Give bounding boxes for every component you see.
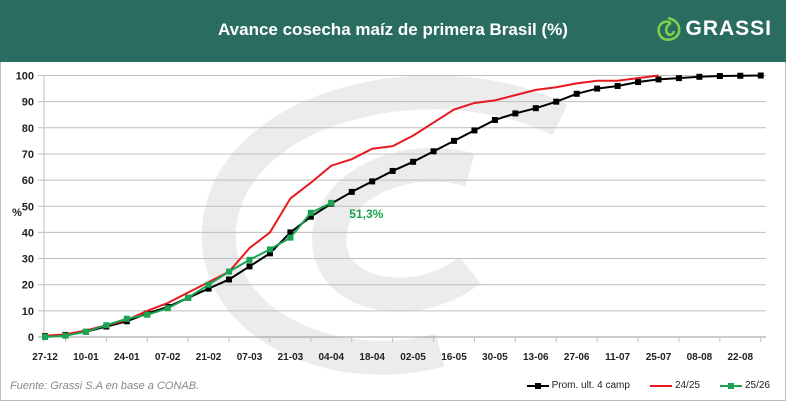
legend-swatch	[526, 382, 549, 389]
data-point	[307, 213, 314, 220]
series-line	[44, 201, 332, 338]
x-tick-label: 30-05	[482, 352, 508, 363]
data-point	[348, 188, 355, 195]
x-tick-label: 24-01	[114, 352, 140, 363]
x-tick-label: 22-08	[728, 352, 754, 363]
x-tick-label: 21-03	[278, 352, 304, 363]
data-point	[594, 85, 601, 92]
data-point	[369, 178, 376, 185]
y-tick-label: 50	[22, 201, 34, 213]
data-point	[62, 332, 69, 339]
data-point	[328, 199, 335, 206]
x-tick-label: 16-05	[441, 352, 467, 363]
data-point	[266, 250, 273, 257]
y-tick-label: 20	[22, 280, 34, 292]
data-point	[614, 82, 621, 89]
data-point	[266, 246, 273, 253]
data-point	[737, 72, 744, 79]
header: Avance cosecha maíz de primera Brasil (%…	[0, 0, 786, 62]
x-tick-label: 27-06	[564, 352, 590, 363]
data-point	[246, 256, 253, 263]
source-note: Fuente: Grassi S.A en base a CONAB.	[10, 380, 200, 392]
data-point	[307, 209, 314, 216]
data-point	[573, 90, 580, 97]
legend-item: Prom. ult. 4 camp	[526, 380, 630, 391]
x-tick-label: 27-12	[32, 352, 58, 363]
data-point	[757, 72, 764, 79]
data-point	[123, 315, 130, 322]
x-tick-label: 08-08	[687, 352, 713, 363]
x-tick-label: 04-04	[319, 352, 345, 363]
data-point	[635, 79, 642, 86]
y-tick-label: 0	[28, 332, 34, 344]
data-point	[164, 305, 171, 312]
data-point	[144, 311, 151, 318]
data-point	[696, 73, 703, 80]
data-point	[185, 294, 192, 301]
data-point	[491, 116, 498, 123]
x-tick-label: 25-07	[646, 352, 672, 363]
legend: Prom. ult. 4 camp 24/25 25/26	[526, 380, 770, 391]
y-tick-label: 80	[22, 123, 34, 135]
legend-label: 24/25	[674, 380, 700, 391]
data-point	[471, 127, 478, 134]
y-tick-label: 30	[22, 254, 34, 266]
data-label: 51,3%	[349, 207, 383, 221]
grassi-logo: GRASSI	[655, 16, 772, 42]
data-point	[389, 167, 396, 174]
data-point	[716, 73, 723, 80]
x-tick-label: 07-03	[237, 352, 263, 363]
data-point	[410, 158, 417, 165]
data-point	[82, 328, 89, 335]
chart-title: Avance cosecha maíz de primera Brasil (%…	[218, 20, 568, 39]
y-tick-label: 70	[22, 149, 34, 161]
watermark	[201, 75, 568, 375]
logo-text: GRASSI	[685, 17, 772, 40]
data-point	[246, 263, 253, 270]
series-line	[44, 74, 659, 337]
legend-item: 24/25	[649, 380, 700, 391]
data-point	[226, 276, 233, 283]
legend-label: 25/26	[744, 380, 770, 391]
data-point	[451, 137, 457, 144]
x-tick-label: 07-02	[155, 352, 181, 363]
data-point	[287, 229, 294, 236]
data-point	[655, 76, 662, 83]
data-point	[675, 75, 682, 82]
data-point	[42, 334, 48, 340]
data-point	[512, 110, 519, 117]
x-tick-label: 11-07	[605, 352, 630, 363]
y-tick-label: 40	[22, 227, 34, 239]
legend-swatch	[649, 384, 672, 387]
y-tick-label: 60	[22, 175, 34, 187]
series-line	[44, 74, 761, 338]
data-point	[430, 148, 437, 155]
legend-item: 25/26	[719, 380, 770, 391]
data-point	[553, 98, 560, 105]
data-point	[287, 234, 294, 241]
leaf-logo-icon	[657, 16, 681, 41]
y-axis-label: %	[12, 207, 22, 219]
y-tick-label: 100	[16, 71, 34, 83]
y-tick-label: 10	[22, 306, 34, 318]
x-tick-label: 18-04	[359, 352, 385, 363]
data-point	[226, 268, 233, 275]
legend-swatch	[719, 382, 742, 389]
x-tick-label: 02-05	[400, 352, 426, 363]
x-tick-label: 10-01	[73, 352, 99, 363]
data-point	[532, 105, 539, 112]
data-point	[205, 285, 212, 292]
data-point	[103, 322, 110, 329]
x-tick-label: 13-06	[523, 352, 549, 363]
data-point	[205, 281, 212, 288]
legend-label: Prom. ult. 4 camp	[551, 380, 630, 391]
y-tick-label: 90	[22, 97, 34, 109]
x-tick-label: 21-02	[196, 352, 222, 363]
